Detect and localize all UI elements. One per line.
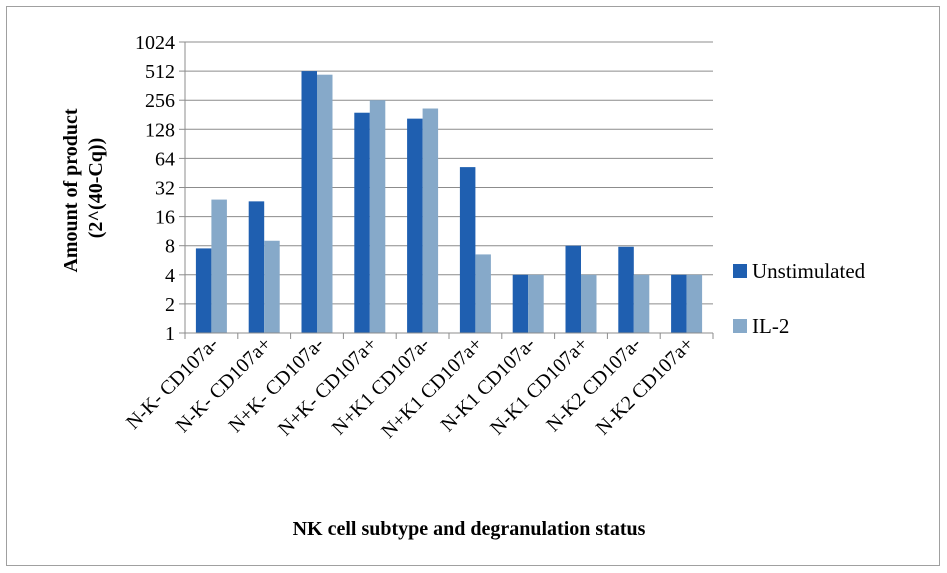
bar-unstimulated [671, 274, 687, 333]
bar-unstimulated [248, 201, 265, 333]
y-axis-title-line2: (2^(40-Cq)) [85, 138, 107, 239]
y-tick-label: 1024 [135, 32, 175, 54]
y-tick-label: 1 [165, 323, 175, 345]
legend-label-il2: IL-2 [752, 314, 789, 338]
bar-unstimulated [301, 71, 317, 333]
legend-label-unstimulated: Unstimulated [752, 259, 866, 283]
legend-swatch-unstimulated [733, 264, 747, 278]
bar-unstimulated [354, 112, 370, 334]
y-tick-labels: 1 2 4 8 16 32 64 128 256 512 1024 [135, 32, 175, 345]
bar-il2 [317, 74, 333, 333]
bar-unstimulated [459, 167, 476, 333]
y-tick-label: 256 [145, 90, 175, 112]
legend-swatch-il2 [733, 319, 747, 333]
bar-unstimulated [618, 246, 634, 333]
bar-unstimulated [512, 274, 529, 333]
bar-il2 [633, 274, 650, 333]
x-axis-title: NK cell subtype and degranulation status [293, 518, 646, 540]
y-tick-label: 8 [165, 236, 175, 258]
bars [195, 71, 703, 334]
axes [184, 42, 714, 339]
legend: Unstimulated IL-2 [733, 259, 866, 338]
bar-il2 [686, 274, 703, 333]
x-tick-labels: N-K- CD107a-N-K- CD107a+N+K- CD107a-N+K-… [122, 333, 698, 443]
bar-unstimulated [407, 118, 423, 334]
bar-il2 [475, 254, 491, 333]
bar-il2 [422, 108, 439, 333]
y-axis-title: Amount of product (2^(40-Cq)) [60, 103, 107, 272]
y-tick-label: 128 [145, 119, 175, 141]
y-tick-label: 64 [155, 148, 175, 170]
bar-unstimulated [565, 245, 581, 333]
bar-il2 [264, 240, 280, 333]
y-tick-label: 16 [155, 207, 175, 229]
bar-il2 [528, 274, 544, 333]
y-tick-label: 4 [165, 265, 175, 287]
bar-il2 [211, 199, 227, 333]
bar-il2 [581, 274, 597, 333]
bar-unstimulated [195, 248, 212, 333]
y-axis-title-line1: Amount of product [60, 108, 82, 272]
y-tick-label: 2 [165, 294, 175, 316]
bar-il2 [369, 100, 386, 333]
x-tick-label: N-K- CD107a- [122, 333, 223, 434]
y-tick-label: 512 [145, 61, 175, 83]
y-tick-label: 32 [155, 178, 175, 200]
